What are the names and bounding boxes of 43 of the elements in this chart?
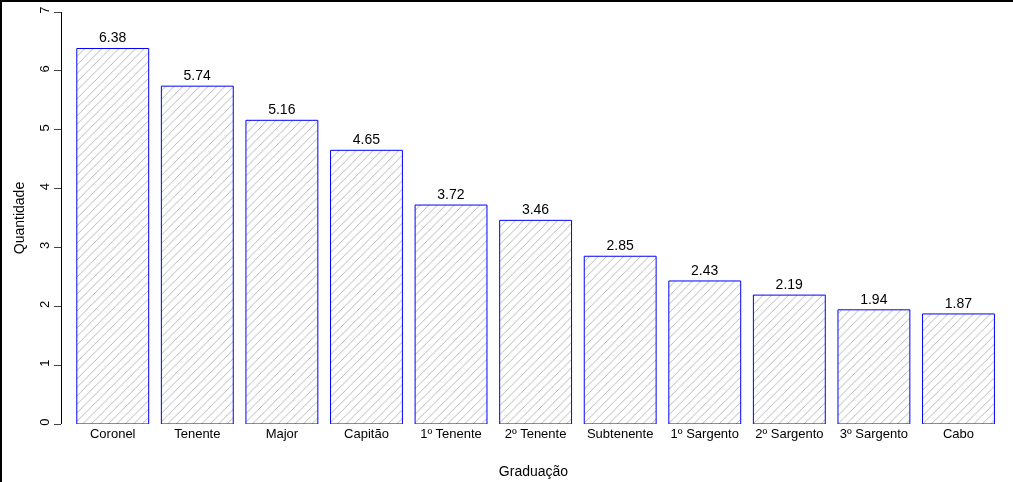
bar <box>330 149 403 424</box>
x-tick-label: 1º Tenente <box>420 426 482 441</box>
data-label: 6.38 <box>99 29 127 46</box>
x-axis-title: Graduação <box>498 463 569 479</box>
bar <box>160 85 234 424</box>
data-label: 3.46 <box>521 201 550 218</box>
y-tick-label: 0 <box>36 418 52 426</box>
x-tick-label: Subtenente <box>586 426 654 441</box>
data-label: 2.85 <box>606 237 634 254</box>
data-label: 5.16 <box>268 101 296 118</box>
y-axis-title: Quantidade <box>11 181 27 255</box>
bar <box>245 119 319 424</box>
x-tick-label: 1º Sargento <box>670 426 739 441</box>
y-tick-label: 7 <box>36 6 52 14</box>
bar <box>837 309 911 424</box>
data-label: 1.87 <box>944 294 973 311</box>
bar <box>752 294 826 424</box>
y-tick-label: 5 <box>36 124 52 132</box>
y-tick-label: 4 <box>36 183 52 191</box>
x-tick-label: 2º Tenente <box>504 426 567 441</box>
data-label: 5.74 <box>183 67 212 84</box>
y-tick-label: 3 <box>36 241 52 250</box>
bar <box>583 255 657 424</box>
data-label: 2.43 <box>691 261 719 278</box>
data-label: 2.19 <box>775 276 804 293</box>
y-tick-label: 1 <box>36 359 52 367</box>
x-tick-label: Tenente <box>174 426 221 441</box>
y-tick-label: 2 <box>36 300 52 308</box>
bar <box>414 204 488 424</box>
data-label: 4.65 <box>352 131 381 148</box>
data-label: 3.72 <box>437 186 465 203</box>
x-tick-label: Coronel <box>89 426 136 441</box>
x-tick-label: 2º Sargento <box>755 426 824 441</box>
x-tick-label: Major <box>265 426 299 441</box>
bar <box>499 219 573 424</box>
y-tick-label: 6 <box>36 65 52 73</box>
x-tick-label: Capitão <box>344 426 389 441</box>
x-tick-label: 3º Sargento <box>839 426 909 441</box>
bar <box>668 280 742 424</box>
data-label: 1.94 <box>860 290 888 307</box>
bar <box>76 47 150 424</box>
bar <box>922 313 995 424</box>
x-tick-label: Cabo <box>942 426 975 441</box>
